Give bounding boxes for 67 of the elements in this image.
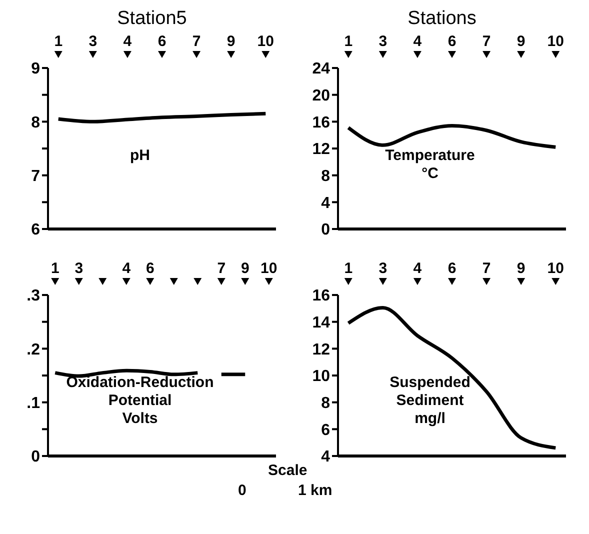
x-tick-label: 7 bbox=[482, 33, 491, 50]
y-tick-label: 6 bbox=[321, 422, 330, 439]
y-tick-label: 0 bbox=[31, 448, 40, 466]
y-tick-label: 16 bbox=[312, 288, 330, 305]
y-tick-label: .1 bbox=[26, 395, 40, 412]
x-tick-label: 6 bbox=[158, 33, 166, 50]
x-tick-label: 7 bbox=[482, 260, 491, 277]
x-tick-label: 9 bbox=[226, 33, 236, 50]
x-tick-label: 4 bbox=[413, 33, 422, 50]
x-tick-label: 7 bbox=[217, 260, 226, 277]
y-tick-label: 8 bbox=[321, 168, 330, 186]
y-tick-label: 12 bbox=[312, 141, 330, 158]
text: 0 bbox=[238, 482, 246, 499]
y-tick-label: 24 bbox=[312, 60, 330, 78]
annotation: Suspended bbox=[388, 374, 472, 392]
y-tick-label: 10 bbox=[312, 368, 330, 386]
x-tick-label: 6 bbox=[448, 260, 456, 277]
line-series bbox=[56, 112, 268, 124]
x-tick-label: 3 bbox=[74, 260, 84, 277]
x-tick-label: 10 bbox=[547, 260, 564, 277]
x-tick-label: 1 bbox=[344, 260, 353, 277]
line-series bbox=[346, 306, 558, 450]
chart-title: Stations bbox=[406, 8, 478, 30]
text: 1 km bbox=[298, 482, 332, 499]
y-tick-label: 8 bbox=[31, 114, 40, 132]
x-tick-label: 9 bbox=[516, 260, 526, 277]
chart-title: Station5 bbox=[116, 8, 188, 30]
annotation: Potential bbox=[107, 392, 173, 410]
x-tick-label: 10 bbox=[260, 260, 278, 277]
annotation: °C bbox=[420, 164, 440, 182]
x-tick-label: 4 bbox=[413, 260, 422, 277]
x-tick-label: 4 bbox=[122, 260, 132, 277]
x-tick-label: 3 bbox=[378, 33, 388, 50]
y-tick-label: 4 bbox=[321, 448, 330, 466]
x-tick-label: 1 bbox=[344, 33, 353, 50]
y-tick-label: 8 bbox=[321, 395, 330, 412]
y-tick-label: .3 bbox=[26, 288, 40, 305]
y-tick-label: 9 bbox=[31, 60, 40, 78]
x-tick-label: 4 bbox=[123, 33, 132, 50]
x-tick-label: 6 bbox=[146, 260, 154, 277]
x-tick-label: 3 bbox=[88, 33, 98, 50]
x-tick-label: 1 bbox=[54, 33, 63, 50]
y-tick-label: 4 bbox=[321, 194, 330, 212]
x-tick-label: 7 bbox=[192, 33, 201, 50]
annotation: Sediment bbox=[395, 392, 465, 410]
y-tick-label: 20 bbox=[312, 88, 330, 105]
y-tick-label: 16 bbox=[312, 114, 330, 132]
annotation: pH bbox=[129, 146, 151, 164]
x-tick-label: 10 bbox=[257, 33, 274, 50]
y-tick-label: 14 bbox=[312, 314, 330, 332]
x-tick-label: 10 bbox=[547, 33, 564, 50]
annotation: Oxidation-Reduction bbox=[65, 374, 215, 392]
annotation: Temperature bbox=[384, 146, 476, 164]
annotation: Volts bbox=[121, 410, 159, 428]
line-series bbox=[346, 124, 558, 149]
text: Scale bbox=[268, 462, 308, 479]
y-tick-label: 7 bbox=[31, 168, 40, 186]
x-tick-label: 6 bbox=[448, 33, 456, 50]
annotation: mg/l bbox=[414, 410, 446, 428]
x-tick-label: 9 bbox=[240, 260, 250, 277]
x-tick-label: 3 bbox=[378, 260, 388, 277]
x-tick-label: 1 bbox=[50, 260, 60, 277]
y-tick-label: .2 bbox=[26, 341, 40, 358]
x-tick-label: 9 bbox=[516, 33, 526, 50]
y-tick-label: 12 bbox=[312, 341, 330, 358]
y-tick-label: 6 bbox=[31, 222, 40, 239]
y-tick-label: 0 bbox=[321, 222, 330, 239]
